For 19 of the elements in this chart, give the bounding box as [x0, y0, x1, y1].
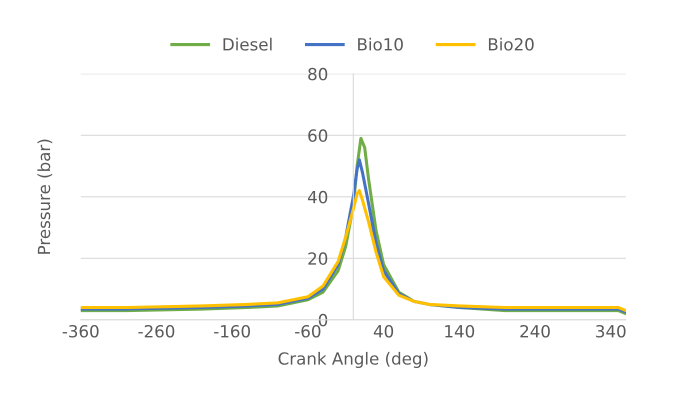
x-axis-title: Crank Angle (deg): [278, 352, 428, 368]
legend-label: Diesel: [224, 38, 272, 51]
x-tick-label: -260: [138, 324, 174, 338]
x-tick-label: 240: [520, 324, 550, 338]
legend-label: Bio10: [358, 38, 403, 51]
line-series: [80, 189, 626, 312]
y-tick-label: 60: [308, 129, 328, 142]
x-tick-label: -360: [62, 324, 99, 338]
x-tick-label: -60: [295, 324, 320, 338]
y-tick-label: 0: [318, 314, 328, 326]
legend-label: Bio20: [488, 38, 534, 51]
y-tick-label: 40: [308, 190, 328, 204]
x-tick-label: -160: [214, 324, 250, 338]
x-tick-label: 40: [374, 324, 394, 338]
y-tick-label: 20: [308, 252, 328, 265]
y-tick-label: 80: [308, 68, 328, 80]
y-axis-title: Pressure (bar): [37, 140, 52, 254]
x-tick-label: 140: [445, 324, 474, 338]
x-tick-label: 340: [596, 324, 626, 338]
